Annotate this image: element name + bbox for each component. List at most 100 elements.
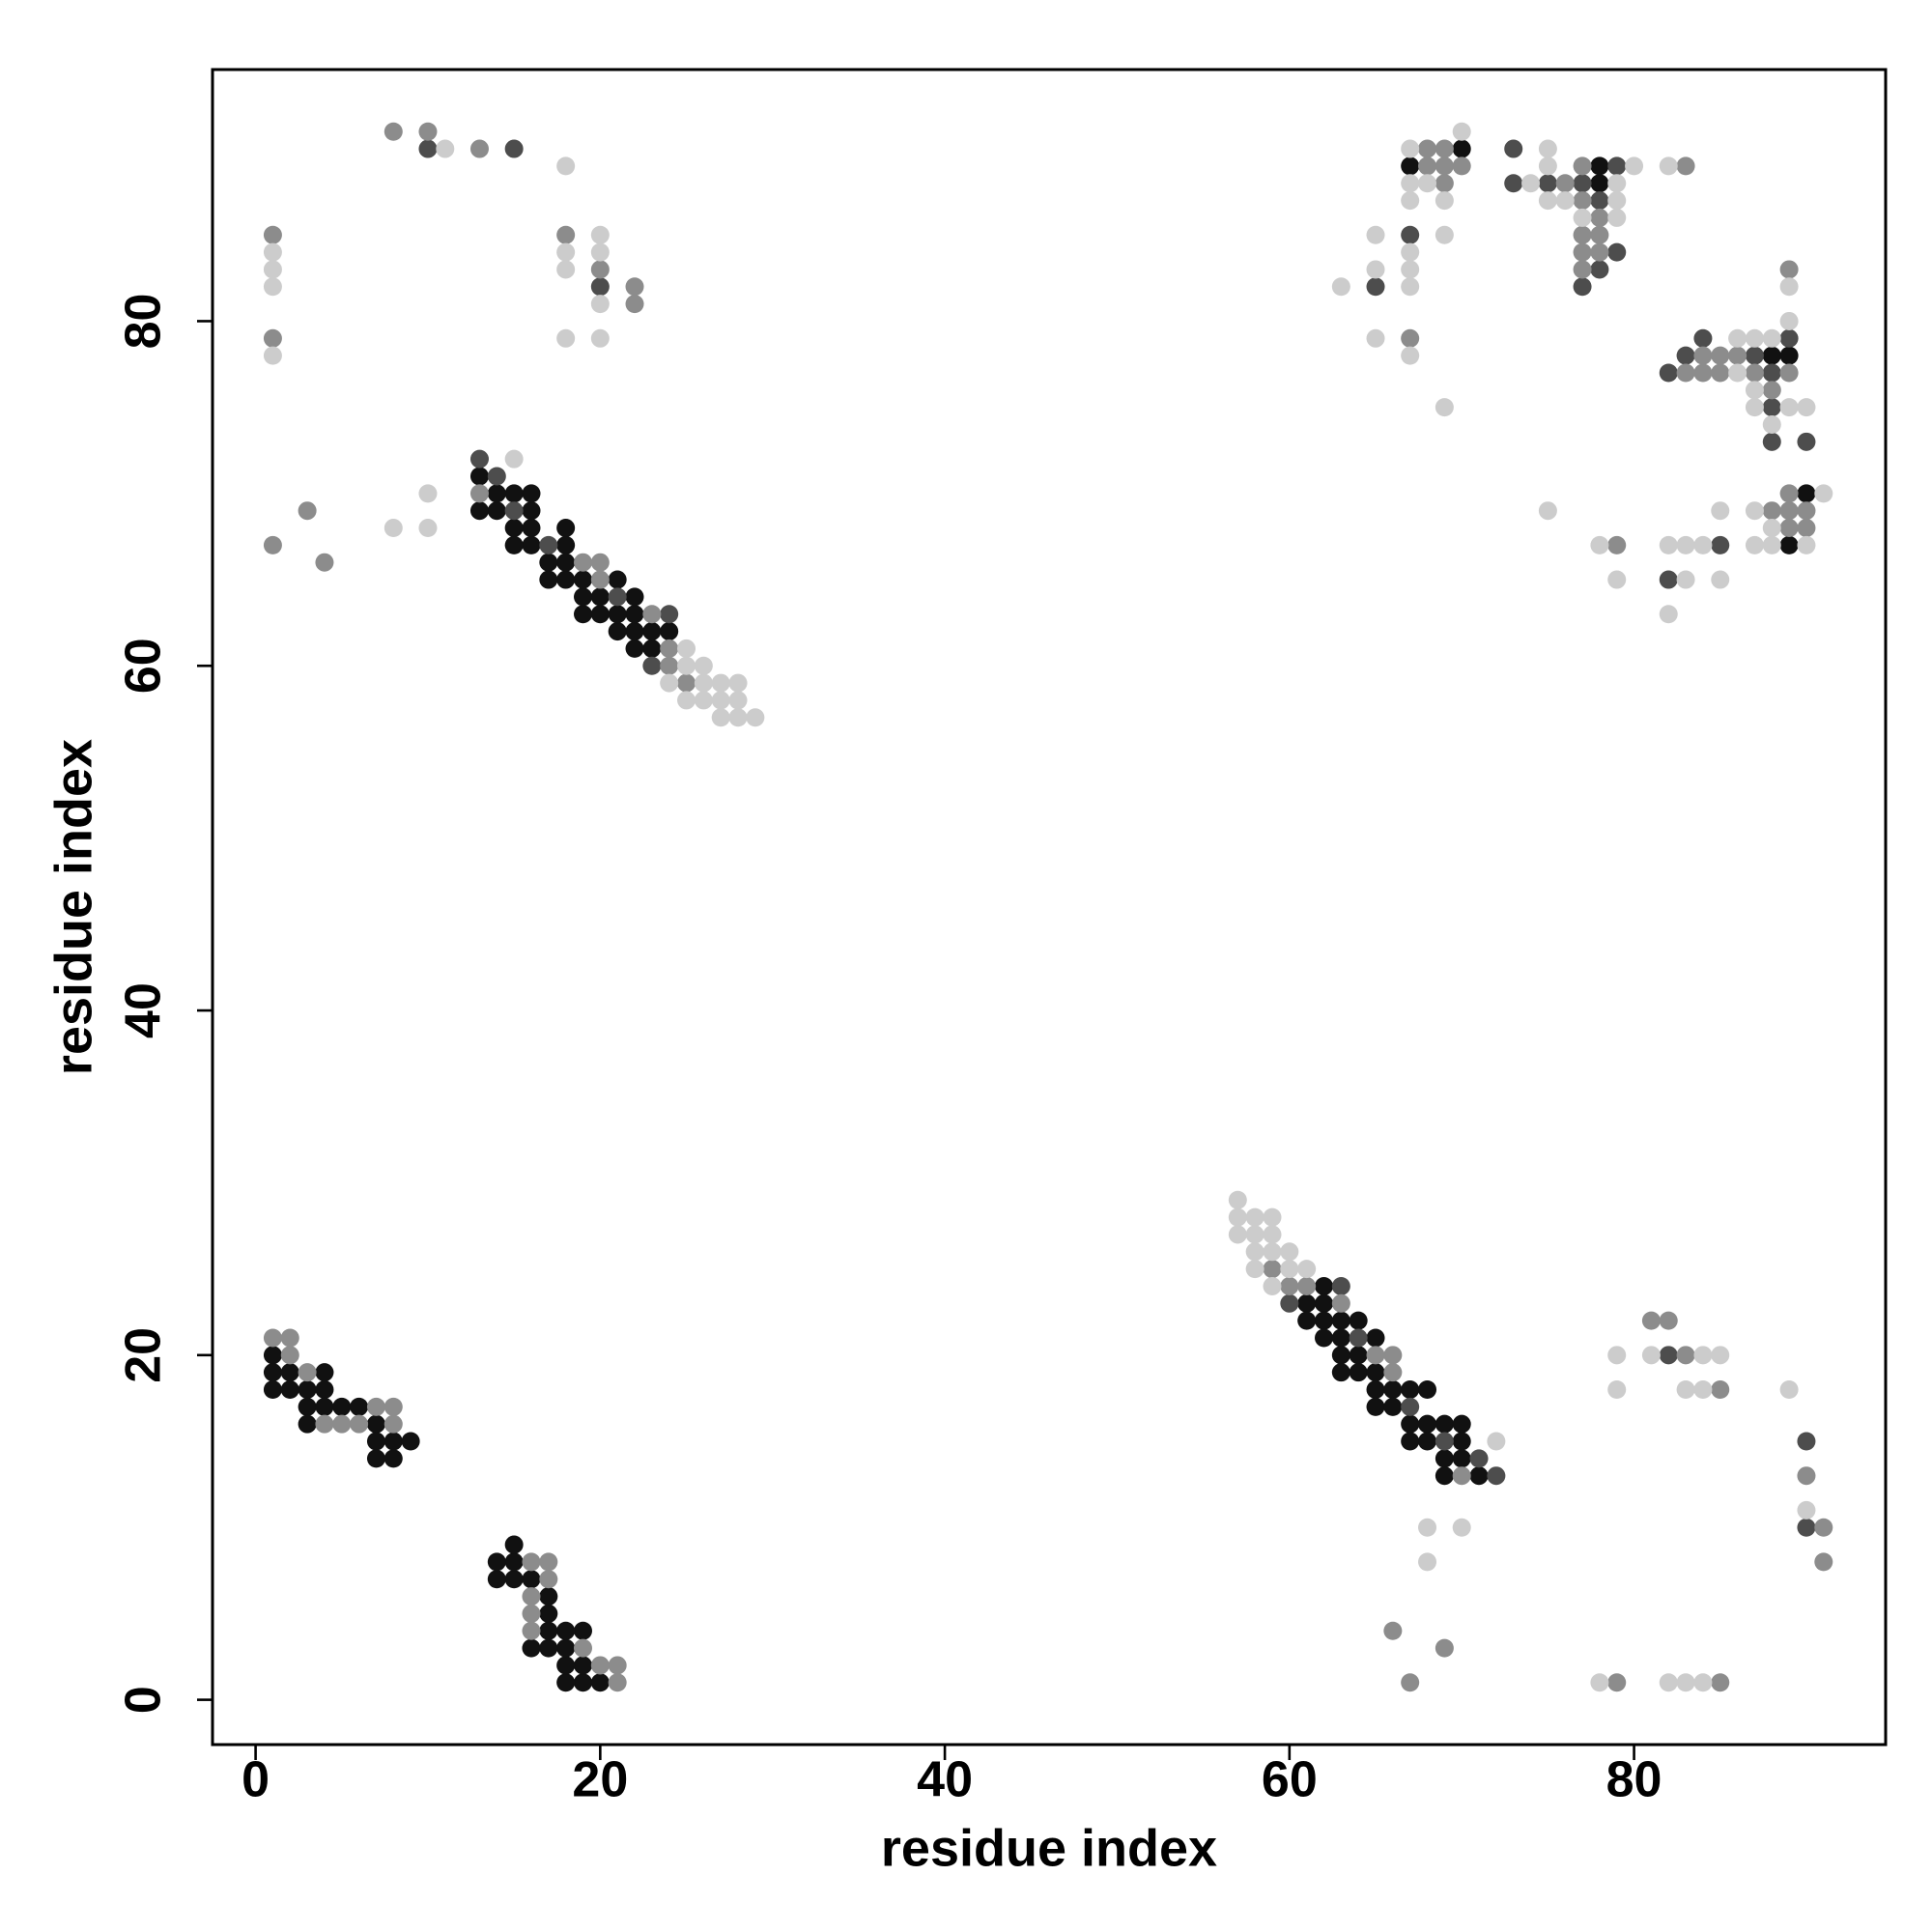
- contact-point: [1659, 1346, 1678, 1365]
- contact-point: [1452, 1449, 1471, 1468]
- contact-point: [1349, 1328, 1368, 1348]
- contact-point: [1366, 1363, 1385, 1382]
- contact-point: [1452, 1518, 1471, 1537]
- contact-point: [590, 570, 610, 589]
- contact-point: [263, 535, 282, 554]
- x-axis-label: residue index: [881, 1819, 1217, 1877]
- contact-point: [315, 1380, 334, 1400]
- contact-point: [1452, 156, 1471, 176]
- contact-point: [298, 1414, 317, 1434]
- contact-point: [315, 1397, 334, 1416]
- contact-point: [1418, 156, 1437, 176]
- contact-point: [1435, 1414, 1454, 1434]
- contact-point: [1315, 1293, 1334, 1313]
- contact-point: [504, 1570, 524, 1589]
- contact-point: [1607, 191, 1627, 211]
- contact-point: [263, 260, 282, 279]
- contact-point: [1452, 1466, 1471, 1486]
- contact-point: [1745, 346, 1764, 365]
- contact-point: [1779, 328, 1799, 348]
- contact-point: [728, 673, 748, 693]
- contact-point: [590, 605, 610, 624]
- contact-point: [1245, 1208, 1264, 1227]
- contact-point: [556, 570, 576, 589]
- contact-point: [280, 1328, 299, 1348]
- contact-point: [1779, 519, 1799, 538]
- contact-point: [522, 501, 541, 521]
- contact-point: [590, 328, 610, 348]
- contact-point: [1676, 1346, 1695, 1365]
- contact-point: [1521, 174, 1541, 193]
- contact-point: [1711, 1380, 1730, 1400]
- y-tick-label: 80: [116, 294, 172, 350]
- contact-point: [1779, 1380, 1799, 1400]
- contact-point: [660, 656, 679, 675]
- contact-point: [1745, 328, 1764, 348]
- contact-point: [1331, 1311, 1350, 1330]
- contact-point: [1607, 156, 1627, 176]
- contact-point: [1280, 1293, 1299, 1313]
- contact-point: [1401, 1673, 1420, 1692]
- contact-point: [1659, 605, 1678, 624]
- contact-point: [1418, 1552, 1437, 1572]
- contact-point: [315, 553, 334, 572]
- contact-point: [1590, 225, 1609, 244]
- contact-point: [1607, 208, 1627, 227]
- contact-point: [556, 1621, 576, 1640]
- contact-point: [1745, 381, 1764, 400]
- contact-point: [1693, 1673, 1713, 1692]
- contact-point: [1590, 242, 1609, 262]
- contact-point: [1711, 570, 1730, 589]
- contact-point: [1401, 1397, 1420, 1416]
- contact-point: [539, 1638, 558, 1658]
- x-tick-label: 0: [242, 1752, 270, 1808]
- contact-point: [522, 535, 541, 554]
- contact-point: [1590, 191, 1609, 211]
- contact-point: [1590, 535, 1609, 554]
- contact-point: [1797, 1432, 1816, 1451]
- contact-point: [1297, 1311, 1317, 1330]
- contact-point: [1504, 174, 1523, 193]
- contact-point: [1538, 501, 1557, 521]
- contact-point: [263, 1328, 282, 1348]
- contact-point: [1401, 242, 1420, 262]
- contact-point: [1573, 174, 1592, 193]
- contact-point: [1435, 1432, 1454, 1451]
- y-tick-label: 0: [116, 1686, 172, 1714]
- contact-point: [1263, 1242, 1282, 1262]
- contact-point: [487, 501, 506, 521]
- contact-point: [504, 535, 524, 554]
- contact-point: [677, 673, 696, 693]
- contact-point: [263, 277, 282, 297]
- contact-point: [590, 260, 610, 279]
- contact-point: [1297, 1293, 1317, 1313]
- x-tick-label: 80: [1606, 1752, 1662, 1808]
- contact-point: [1435, 156, 1454, 176]
- contact-point: [1762, 535, 1781, 554]
- contact-point: [660, 605, 679, 624]
- contact-point: [1435, 139, 1454, 158]
- contact-point: [1418, 1518, 1437, 1537]
- contact-point: [1762, 398, 1781, 417]
- contact-point: [1762, 432, 1781, 451]
- contact-point: [1401, 346, 1420, 365]
- contact-point: [1676, 1380, 1695, 1400]
- contact-point: [1315, 1276, 1334, 1295]
- contact-point: [1263, 1208, 1282, 1227]
- contact-point: [1245, 1260, 1264, 1279]
- contact-point: [556, 1638, 576, 1658]
- contact-point: [1659, 156, 1678, 176]
- contact-point: [1797, 484, 1816, 503]
- contact-point: [1555, 174, 1575, 193]
- contact-point: [1315, 1311, 1334, 1330]
- contact-point: [1607, 1346, 1627, 1365]
- contact-point: [694, 691, 713, 710]
- contact-point: [1728, 346, 1747, 365]
- contact-point: [1745, 535, 1764, 554]
- contact-point: [1711, 346, 1730, 365]
- contact-point: [539, 1570, 558, 1589]
- contact-point: [436, 139, 455, 158]
- contact-point: [539, 1604, 558, 1623]
- contact-point: [1693, 1346, 1713, 1365]
- contact-point: [590, 242, 610, 262]
